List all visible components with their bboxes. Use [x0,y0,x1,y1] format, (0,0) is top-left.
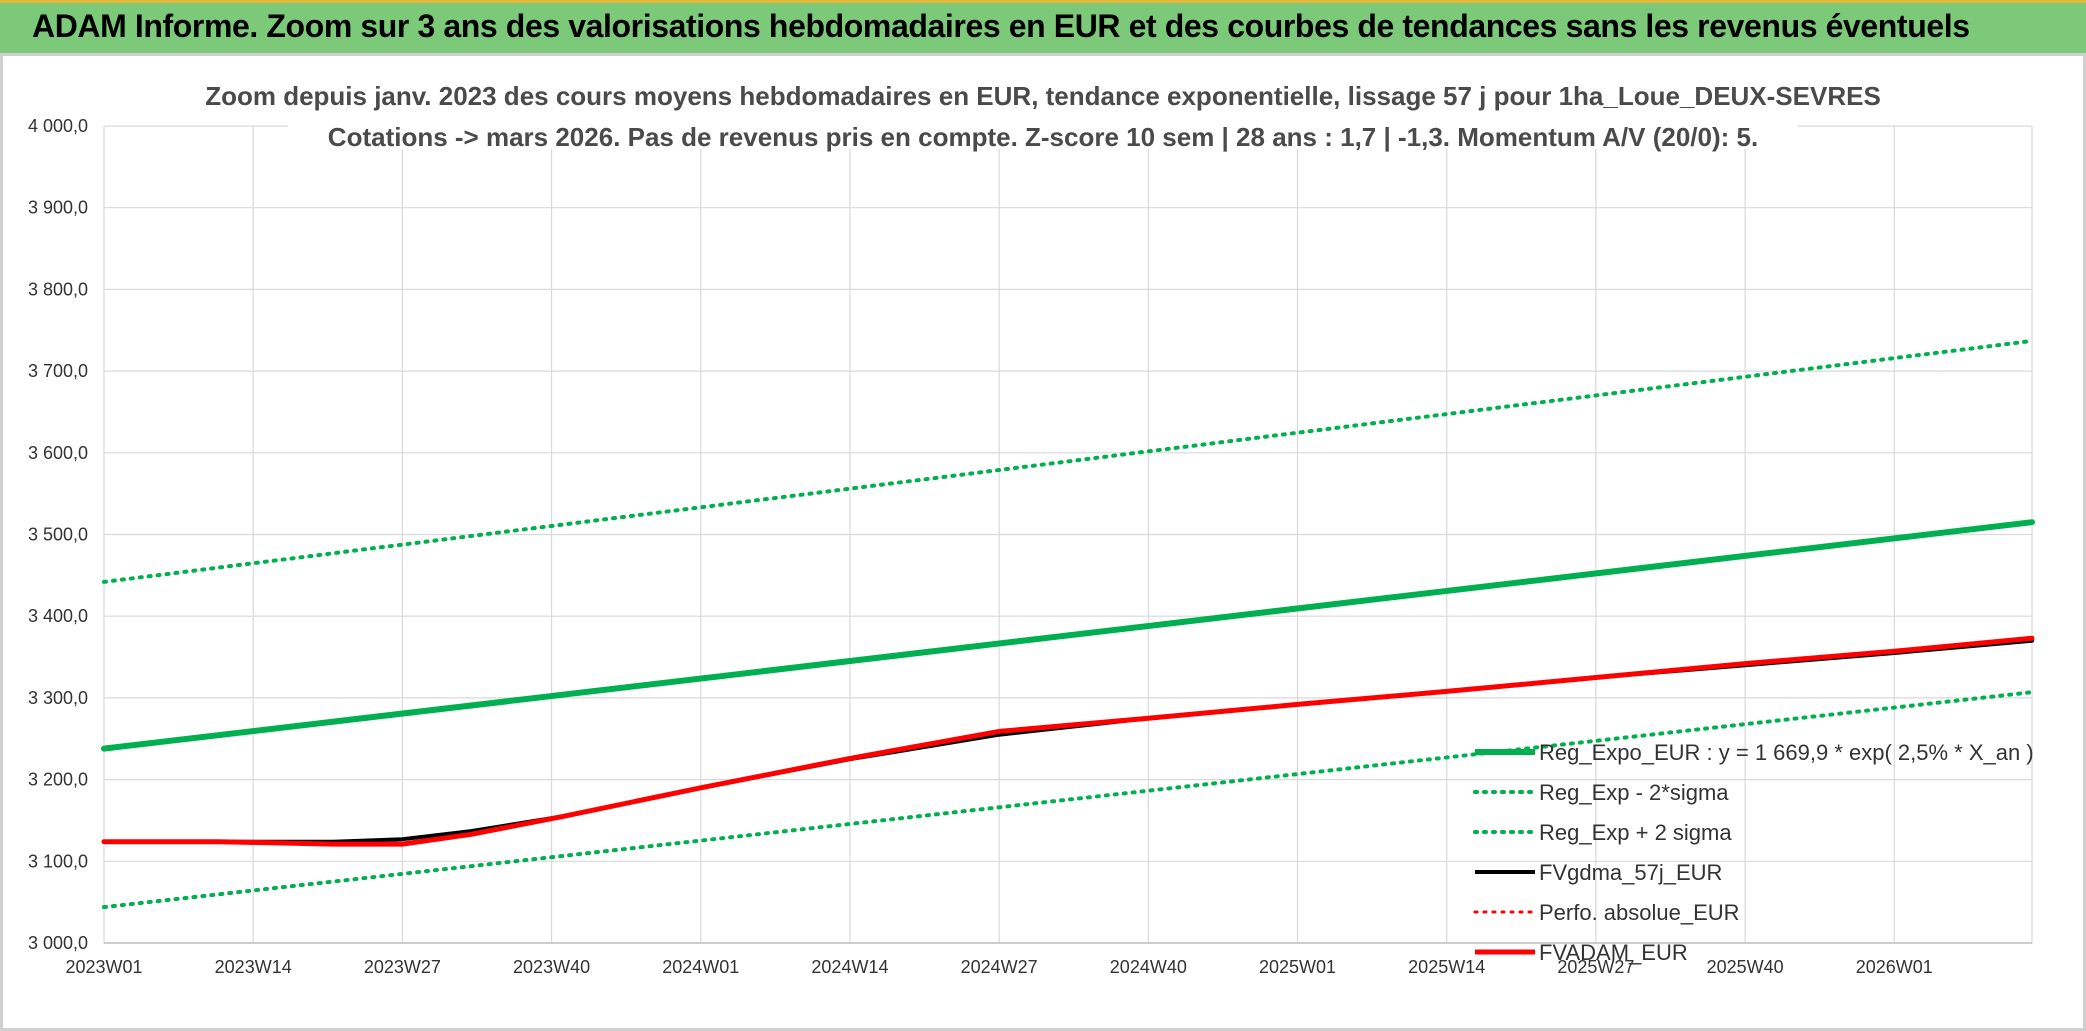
series-line-0 [101,519,2035,752]
legend-label-2: Reg_Exp + 2 sigma [1539,820,1732,845]
y-axis: 3 000,0 3 100,0 3 200,0 3 300,0 3 400,0 3 500… [28,116,88,953]
series-line-1 [102,690,2034,910]
chart-title-box: Zoom depuis janv. 2023 des cours moyens … [205,59,1881,152]
chart-series [101,338,2035,910]
y-tick-label: 3 500,0 [28,525,88,545]
x-tick-label: 2024W40 [1110,957,1187,977]
y-tick-label: 3 000,0 [28,933,88,953]
chart-title-line-2: Cotations -> mars 2026. Pas de revenus p… [328,122,1758,152]
x-tick-label: 2025W27 [1557,957,1634,977]
y-tick-label: 3 600,0 [28,443,88,463]
x-tick-label: 2025W40 [1707,957,1784,977]
x-tick-label: 2025W01 [1259,957,1336,977]
legend-label-0: Reg_Expo_EUR : y = 1 669,9 * exp( 2,5% *… [1539,740,2034,765]
legend-label-1: Reg_Exp - 2*sigma [1539,780,1729,805]
legend-label-4: Perfo. absolue_EUR [1539,900,1740,925]
chart-title-line-1: Zoom depuis janv. 2023 des cours moyens … [205,81,1881,111]
y-tick-label: 3 900,0 [28,198,88,218]
chart-title-background [288,59,1798,149]
chart-legend: Reg_Expo_EUR : y = 1 669,9 * exp( 2,5% *… [1473,740,2034,965]
legend-label-3: FVgdma_57j_EUR [1539,860,1722,885]
x-tick-label: 2024W14 [811,957,888,977]
x-tick-label: 2026W01 [1856,957,1933,977]
y-tick-label: 3 300,0 [28,688,88,708]
y-tick-label: 3 200,0 [28,770,88,790]
y-tick-label: 3 100,0 [28,851,88,871]
chart-frame: 3 000,0 3 100,0 3 200,0 3 300,0 3 400,0 3 500… [0,53,2086,1031]
y-tick-label: 4 000,0 [28,116,88,136]
x-tick-label: 2023W27 [364,957,441,977]
line-chart: 3 000,0 3 100,0 3 200,0 3 300,0 3 400,0 3 500… [28,59,2035,977]
x-tick-label: 2023W14 [215,957,292,977]
legend-label-5: FVADAM_EUR [1539,940,1688,965]
banner-title: ADAM Informe. Zoom sur 3 ans des valoris… [32,8,1970,44]
y-tick-label: 3 700,0 [28,361,88,381]
report-banner: ADAM Informe. Zoom sur 3 ans des valoris… [0,0,2086,53]
x-tick-label: 2024W27 [961,957,1038,977]
chart-grid [103,125,2033,944]
y-tick-label: 3 800,0 [28,279,88,299]
x-tick-label: 2023W01 [65,957,142,977]
series-line-5 [101,635,2035,847]
series-line-2 [102,338,2034,584]
x-tick-label: 2024W01 [662,957,739,977]
x-tick-label: 2025W14 [1408,957,1485,977]
x-axis: 2023W01 2023W14 2023W27 2023W40 2024W01 2024W… [65,942,2032,977]
x-tick-label: 2023W40 [513,957,590,977]
y-tick-label: 3 400,0 [28,606,88,626]
